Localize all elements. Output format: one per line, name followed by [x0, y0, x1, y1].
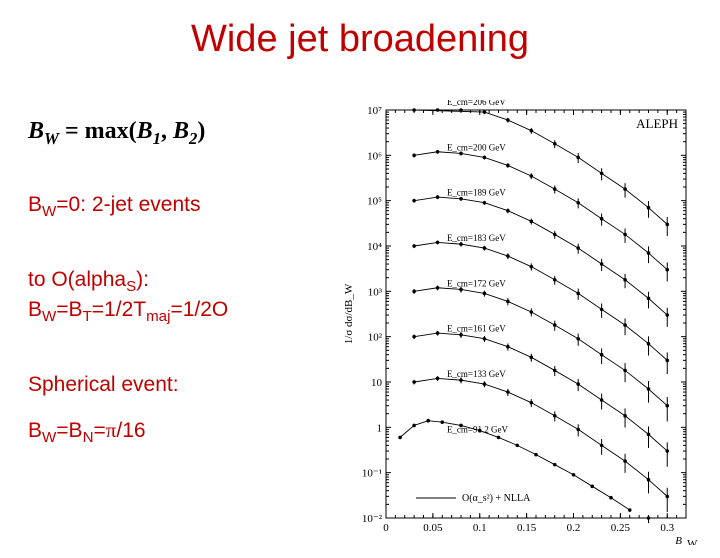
svg-text:0.3: 0.3: [660, 522, 674, 534]
svg-text:W: W: [687, 538, 698, 545]
svg-text:0.15: 0.15: [517, 522, 537, 534]
svg-text:10⁴: 10⁴: [367, 241, 382, 253]
svg-text:E_cm=200 GeV: E_cm=200 GeV: [447, 142, 506, 152]
svg-text:10⁻²: 10⁻²: [362, 513, 383, 525]
svg-text:ALEPH: ALEPH: [636, 116, 678, 131]
svg-text:E_cm=206 GeV: E_cm=206 GeV: [447, 100, 506, 107]
text-2jet: BW=0: 2-jet events: [28, 191, 328, 222]
text-spherical-label: Spherical event:: [28, 371, 328, 398]
slide-title: Wide jet broadening: [0, 18, 720, 61]
svg-text:E_cm=172 GeV: E_cm=172 GeV: [447, 278, 506, 288]
svg-text:10³: 10³: [368, 286, 383, 298]
svg-text:B: B: [675, 535, 682, 545]
text-to-order: to O(alphaS): BW=BT=1/2Tmaj=1/2O: [28, 266, 328, 328]
svg-text:0: 0: [383, 522, 389, 534]
svg-text:10²: 10²: [368, 332, 383, 344]
svg-text:1/σ dσ/dB_W: 1/σ dσ/dB_W: [343, 283, 355, 344]
svg-text:0.2: 0.2: [567, 522, 581, 534]
svg-text:10: 10: [371, 377, 383, 389]
svg-text:E_cm=183 GeV: E_cm=183 GeV: [447, 233, 506, 243]
svg-text:10⁵: 10⁵: [367, 196, 382, 208]
svg-text:0.1: 0.1: [473, 522, 487, 534]
left-text-column: BW = max(B1, B2) BW=0: 2-jet events to O…: [28, 118, 328, 491]
svg-text:E_cm=133 GeV: E_cm=133 GeV: [447, 369, 506, 379]
svg-text:1: 1: [377, 422, 383, 434]
svg-text:10⁻¹: 10⁻¹: [362, 468, 382, 480]
svg-text:10⁶: 10⁶: [367, 150, 382, 162]
svg-text:E_cm=91.2 GeV: E_cm=91.2 GeV: [447, 424, 509, 434]
svg-text:E_cm=161 GeV: E_cm=161 GeV: [447, 324, 506, 334]
svg-text:E_cm=189 GeV: E_cm=189 GeV: [447, 188, 506, 198]
svg-text:10⁷: 10⁷: [367, 105, 382, 117]
svg-text:0.25: 0.25: [611, 522, 631, 534]
chart-bw-distributions: 0 0.05 0.1 0.15 0.2 0.25 0.3BW 10⁻² 10⁻¹ 1 10 10² 10…: [338, 100, 698, 545]
svg-text:0.05: 0.05: [423, 522, 443, 534]
text-spherical-value: BW=BN=π/16: [28, 417, 328, 448]
formula-bw-max: BW = max(B1, B2): [28, 118, 328, 149]
svg-text:O(α_s²) + NLLA: O(α_s²) + NLLA: [462, 493, 531, 504]
